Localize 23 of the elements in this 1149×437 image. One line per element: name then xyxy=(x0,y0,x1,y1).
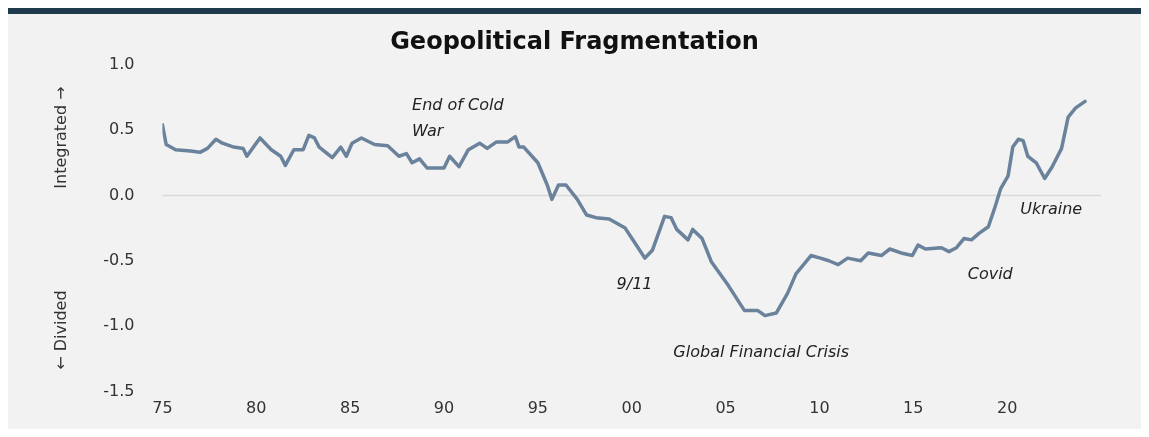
x-tick-label: 80 xyxy=(246,398,267,418)
y-tick-label: 0.5 xyxy=(108,119,135,139)
y-tick-label: 1.0 xyxy=(108,53,135,73)
chart-title: Geopolitical Fragmentation xyxy=(390,26,759,55)
y-axis-title: ← Divided Integrated → xyxy=(50,86,70,370)
x-tick-label: 05 xyxy=(715,398,736,418)
y-tick-label: -1.0 xyxy=(103,315,135,335)
x-tick-label: 75 xyxy=(152,398,173,418)
annotation: Covid xyxy=(967,263,1014,283)
y-tick-label: 0.0 xyxy=(108,184,135,204)
x-tick-label: 95 xyxy=(527,398,549,418)
x-tick-label: 90 xyxy=(433,398,455,418)
y-tick-label: -0.5 xyxy=(103,249,135,269)
x-tick-label: 20 xyxy=(996,398,1018,418)
annotation: Global Financial Crisis xyxy=(673,342,850,362)
x-tick-label: 10 xyxy=(809,398,830,418)
annotation: 9/11 xyxy=(616,274,653,294)
x-tick-label: 15 xyxy=(903,398,924,418)
annotation: Ukraine xyxy=(1020,198,1083,218)
y-tick-label: -1.5 xyxy=(103,380,135,400)
x-tick-label: 85 xyxy=(339,398,361,418)
annotation: End of Cold War xyxy=(412,94,505,140)
x-tick-label: 00 xyxy=(621,398,642,418)
